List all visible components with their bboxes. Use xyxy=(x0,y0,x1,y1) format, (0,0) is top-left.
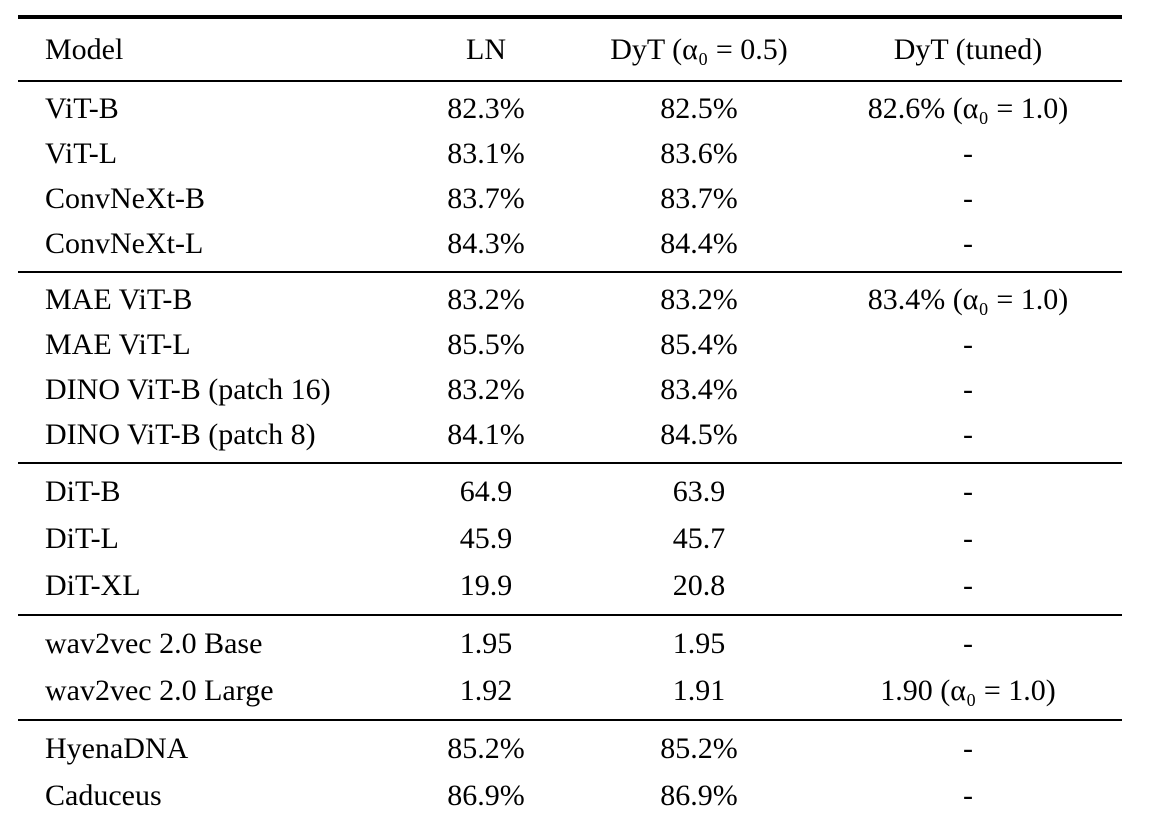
ln-value-cell: 85.2% xyxy=(388,719,584,772)
table-row: DiT-B 64.9 63.9- xyxy=(18,462,1122,515)
model-cell: ConvNeXt-B xyxy=(45,181,205,215)
table-section-4: wav2vec 2.0 Base 1.95 1.95- wav2vec 2.0 Lar… xyxy=(18,614,1122,720)
tuned-value-cell: - xyxy=(814,719,1122,772)
ln-value-cell: 84.3% xyxy=(447,226,525,260)
table-row: wav2vec 2.0 Base 1.95 1.95- xyxy=(18,614,1122,667)
column-header-ln: LN xyxy=(388,17,584,82)
tuned-value-cell: - xyxy=(963,226,973,260)
tuned-value-cell: - xyxy=(963,181,973,215)
table-row: ViT-L 83.1% 83.6% - xyxy=(18,131,1122,176)
tuned-value-cell: - xyxy=(963,372,973,406)
tuned-value-cell: - xyxy=(963,521,973,555)
model-cell: DiT-XL xyxy=(45,568,141,602)
column-header-model: Model xyxy=(18,17,388,82)
table-section-1: ViT-B 82.3% 82.5% 82.6% (α₀ = 1.0) ViT-L 83.1… xyxy=(18,81,1122,272)
table-row: Caduceus 86.9% 86.9% - xyxy=(18,772,1122,817)
model-cell: MAE ViT-L xyxy=(45,327,191,361)
table-section-3: DiT-B 64.9 63.9- DiT-L 45.9 45.7- DiT-XL 19.9 20… xyxy=(18,462,1122,615)
tuned-value-cell: 1.90 (α₀ = 1.0) xyxy=(880,673,1056,707)
ln-value-cell: 84.1% xyxy=(447,417,525,451)
model-cell: ConvNeXt-L xyxy=(45,226,204,260)
tuned-value-cell: 82.6% (α₀ = 1.0) xyxy=(867,91,1069,125)
dyt-value-cell: 20.8 xyxy=(672,568,726,602)
dyt-value-cell: 83.7% xyxy=(660,181,738,215)
dyt-value-cell: 83.6% xyxy=(660,136,738,170)
ln-value-cell: 85.5% xyxy=(447,327,525,361)
table-row: DiT-XL 19.9 20.8 - xyxy=(18,562,1122,615)
ln-value-cell: 19.9 xyxy=(459,568,513,602)
model-cell: DINO ViT-B (patch 16) xyxy=(45,372,331,406)
table-row: MAE ViT-B 83.2% 83.2% 83.4% (α₀ = 1.0) xyxy=(18,271,1122,322)
table-row: ViT-B 82.3% 82.5% 82.6% (α₀ = 1.0) xyxy=(18,81,1122,131)
dyt-value-cell: 85.4% xyxy=(660,327,738,361)
dyt-value-cell: 63.9 xyxy=(584,462,814,515)
results-table: Model LN DyT (α₀ = 0.5) DyT (tuned) ViT-… xyxy=(18,15,1122,817)
tuned-value-cell: 83.4% (α₀ = 1.0) xyxy=(814,271,1122,322)
model-cell: wav2vec 2.0 Base xyxy=(18,614,388,667)
ln-value-cell: 1.92 xyxy=(459,673,513,707)
table-row: DiT-L 45.9 45.7 - xyxy=(18,515,1122,562)
dyt-value-cell: 45.7 xyxy=(672,521,726,555)
model-cell: MAE ViT-B xyxy=(18,271,388,322)
tuned-value-cell: - xyxy=(963,136,973,170)
dyt-value-cell: 85.2% xyxy=(584,719,814,772)
tuned-value-cell: - xyxy=(963,778,973,812)
table-section-5: HyenaDNA 85.2% 85.2% - Caduceus 86.9% 86.9% - xyxy=(18,719,1122,817)
tuned-value-cell: - xyxy=(963,327,973,361)
model-cell: wav2vec 2.0 Large xyxy=(45,673,274,707)
ln-value-cell: 45.9 xyxy=(459,521,513,555)
ln-value-cell: 83.7% xyxy=(447,181,525,215)
ln-value-cell: 1.95 xyxy=(388,614,584,667)
column-header-dyt-tuned: DyT (tuned) xyxy=(814,17,1122,82)
dyt-value-cell: 82.5% xyxy=(660,91,738,125)
ln-value-cell: 82.3% xyxy=(447,91,525,125)
ln-value-cell: 83.2% xyxy=(447,372,525,406)
model-cell: ViT-B xyxy=(45,91,119,125)
dyt-value-cell: 84.5% xyxy=(660,417,738,451)
dyt-value-cell: 83.4% xyxy=(660,372,738,406)
table-section-2: MAE ViT-B 83.2% 83.2% 83.4% (α₀ = 1.0) MAE V… xyxy=(18,271,1122,463)
ln-value-cell: 64.9 xyxy=(388,462,584,515)
dyt-value-cell: 1.95 xyxy=(584,614,814,667)
tuned-value-cell: - xyxy=(963,417,973,451)
tuned-value-cell: - xyxy=(814,614,1122,667)
ln-value-cell: 83.2% xyxy=(388,271,584,322)
table-row: ConvNeXt-B 83.7% 83.7% - xyxy=(18,176,1122,221)
model-cell: Caduceus xyxy=(45,778,162,812)
dyt-value-cell: 86.9% xyxy=(660,778,738,812)
table-row: wav2vec 2.0 Large 1.92 1.91 1.90 (α₀ = 1.0) xyxy=(18,667,1122,720)
tuned-value-cell: - xyxy=(963,568,973,602)
tuned-value-cell: - xyxy=(814,462,1122,515)
ln-value-cell: 86.9% xyxy=(447,778,525,812)
dyt-value-cell: 1.91 xyxy=(672,673,726,707)
header-row: Model LN DyT (α₀ = 0.5) DyT (tuned) xyxy=(18,17,1122,82)
table-row: ConvNeXt-L 84.3% 84.4% - xyxy=(18,221,1122,272)
dyt-value-cell: 84.4% xyxy=(660,226,738,260)
dyt-value-cell: 83.2% xyxy=(584,271,814,322)
model-cell: DiT-B xyxy=(18,462,388,515)
model-cell: DiT-L xyxy=(45,521,119,555)
model-cell: HyenaDNA xyxy=(18,719,388,772)
model-cell: ViT-L xyxy=(45,136,118,170)
table-row: MAE ViT-L 85.5% 85.4% - xyxy=(18,322,1122,367)
model-cell: DINO ViT-B (patch 8) xyxy=(45,417,316,451)
ln-value-cell: 83.1% xyxy=(447,136,525,170)
table-header: Model LN DyT (α₀ = 0.5) DyT (tuned) xyxy=(18,17,1122,82)
table-row: DINO ViT-B (patch 8) 84.1% 84.5% - xyxy=(18,412,1122,463)
column-header-dyt-alpha: DyT (α₀ = 0.5) xyxy=(584,17,814,82)
table-row: DINO ViT-B (patch 16) 83.2% 83.4% - xyxy=(18,367,1122,412)
table-row: HyenaDNA 85.2% 85.2% - xyxy=(18,719,1122,772)
